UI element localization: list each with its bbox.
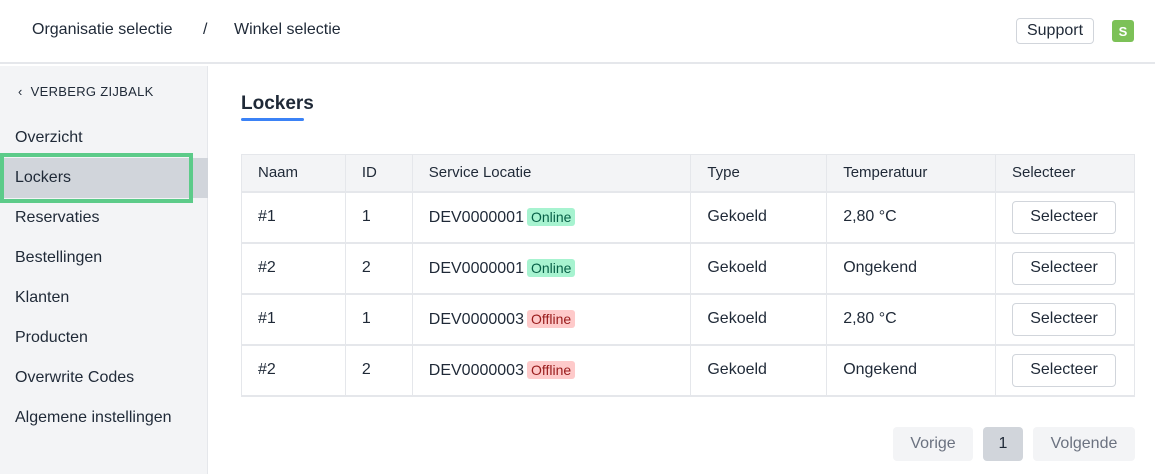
select-button[interactable]: Selecteer (1012, 302, 1116, 336)
select-button[interactable]: Selecteer (1012, 353, 1116, 387)
avatar[interactable]: S (1112, 20, 1134, 42)
table-row: #1 1 DEV0000001 Online Gekoeld 2,80 °C Selecte… (241, 191, 1135, 244)
hide-sidebar-button[interactable]: ‹ VERBERG ZIJBALK (18, 84, 154, 99)
cell-selecteer: Selecteer (995, 191, 1135, 244)
sidebar-item-klanten[interactable]: Klanten (15, 289, 70, 306)
cell-temperatuur: Ongekend (826, 242, 996, 295)
cell-type: Gekoeld (690, 191, 828, 244)
title-underline (241, 118, 304, 121)
status-badge: Online (526, 207, 576, 226)
sidebar: ‹ VERBERG ZIJBALK Overzicht Lockers Reserv… (0, 66, 208, 474)
column-header: ID (345, 154, 413, 193)
cell-locatie: DEV0000001 Online (412, 242, 692, 295)
cell-temperatuur: 2,80 °C (826, 191, 996, 244)
previous-page-button[interactable]: Vorige (893, 427, 973, 461)
lockers-table: Naam ID Service Locatie Type Temperatuur Sele… (241, 154, 1135, 397)
cell-temperatuur: 2,80 °C (826, 293, 996, 346)
sidebar-item-bestellingen[interactable]: Bestellingen (15, 249, 103, 266)
sidebar-item-overwrite-codes[interactable]: Overwrite Codes (15, 369, 135, 386)
column-header: Naam (241, 154, 346, 193)
column-header: Selecteer (995, 154, 1135, 193)
cell-locatie: DEV0000001 Online (412, 191, 692, 244)
cell-naam: #1 (241, 293, 346, 346)
location-code: DEV0000001 (428, 259, 524, 277)
select-button[interactable]: Selecteer (1012, 251, 1116, 285)
sidebar-item-algemene-instellingen[interactable]: Algemene instellingen (15, 409, 172, 426)
location-code: DEV0000003 (428, 310, 524, 328)
page-title: Lockers (241, 93, 314, 114)
cell-temperatuur: Ongekend (826, 344, 996, 397)
breadcrumb-separator: / (203, 21, 208, 38)
location-code: DEV0000001 (428, 208, 524, 226)
cell-id: 1 (345, 293, 413, 346)
cell-type: Gekoeld (690, 242, 828, 295)
location-code: DEV0000003 (428, 361, 524, 379)
chevron-left-icon: ‹ (18, 84, 23, 99)
cell-naam: #1 (241, 191, 346, 244)
table-row: #2 2 DEV0000001 Online Gekoeld Ongekend Select… (241, 242, 1135, 295)
cell-type: Gekoeld (690, 344, 828, 397)
cell-selecteer: Selecteer (995, 242, 1135, 295)
cell-locatie: DEV0000003 Offline (412, 344, 692, 397)
table-row: #2 2 DEV0000003 Offline Gekoeld Ongekend Selec… (241, 344, 1135, 397)
cell-locatie: DEV0000003 Offline (412, 293, 692, 346)
cell-id: 1 (345, 191, 413, 244)
cell-naam: #2 (241, 344, 346, 397)
support-button[interactable]: Support (1016, 18, 1094, 44)
sidebar-item-producten[interactable]: Producten (15, 329, 88, 346)
page-1-button[interactable]: 1 (983, 427, 1023, 461)
focus-highlight (0, 153, 193, 203)
top-bar: Organisatie selectie / Winkel selectie S… (0, 0, 1155, 64)
breadcrumb-organisation[interactable]: Organisatie selectie (32, 21, 173, 38)
cell-id: 2 (345, 344, 413, 397)
sidebar-item-reservaties[interactable]: Reservaties (15, 209, 100, 226)
status-badge: Offline (526, 360, 576, 379)
column-header: Service Locatie (412, 154, 692, 193)
sidebar-item-lockers[interactable]: Lockers (0, 158, 208, 198)
cell-type: Gekoeld (690, 293, 828, 346)
select-button[interactable]: Selecteer (1012, 200, 1116, 234)
column-header: Temperatuur (826, 154, 996, 193)
hide-sidebar-label: VERBERG ZIJBALK (30, 84, 154, 99)
next-page-button[interactable]: Volgende (1033, 427, 1135, 461)
sidebar-item-overzicht[interactable]: Overzicht (15, 129, 83, 146)
breadcrumb-store[interactable]: Winkel selectie (234, 21, 341, 38)
cell-selecteer: Selecteer (995, 344, 1135, 397)
table-row: #1 1 DEV0000003 Offline Gekoeld 2,80 °C Select… (241, 293, 1135, 346)
status-badge: Online (526, 258, 576, 277)
status-badge: Offline (526, 309, 576, 328)
column-header: Type (690, 154, 828, 193)
cell-selecteer: Selecteer (995, 293, 1135, 346)
cell-id: 2 (345, 242, 413, 295)
cell-naam: #2 (241, 242, 346, 295)
